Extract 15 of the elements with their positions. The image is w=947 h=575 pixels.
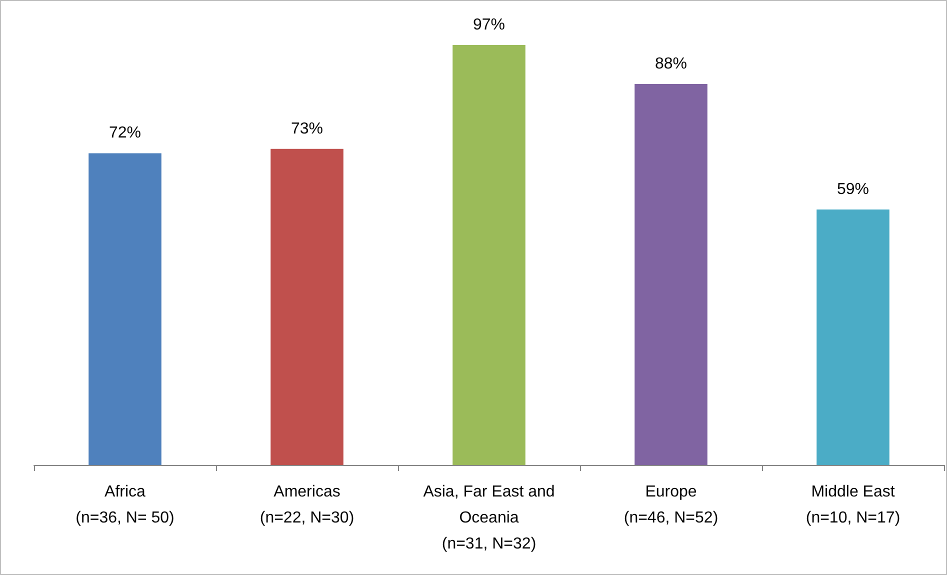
data-label: 73% [290, 120, 324, 138]
x-tick-label: Asia, Far East and Oceania (n=31, N=32) [423, 484, 555, 552]
bar [88, 153, 162, 465]
data-label: 59% [836, 181, 870, 198]
x-tick-label: Middle East (n=10, N=17) [806, 484, 900, 526]
bar [816, 210, 890, 465]
bar [452, 44, 526, 465]
x-tick-label: Africa (n=36, N= 50) [76, 484, 174, 526]
bar [634, 84, 708, 465]
x-tick-label: Europe (n=46, N=52) [624, 484, 718, 526]
data-label: 97% [472, 16, 506, 34]
bar [270, 148, 344, 465]
data-label: 88% [654, 55, 688, 72]
data-label: 72% [108, 124, 142, 142]
x-tick-label: Americas (n=22, N=30) [260, 484, 354, 526]
